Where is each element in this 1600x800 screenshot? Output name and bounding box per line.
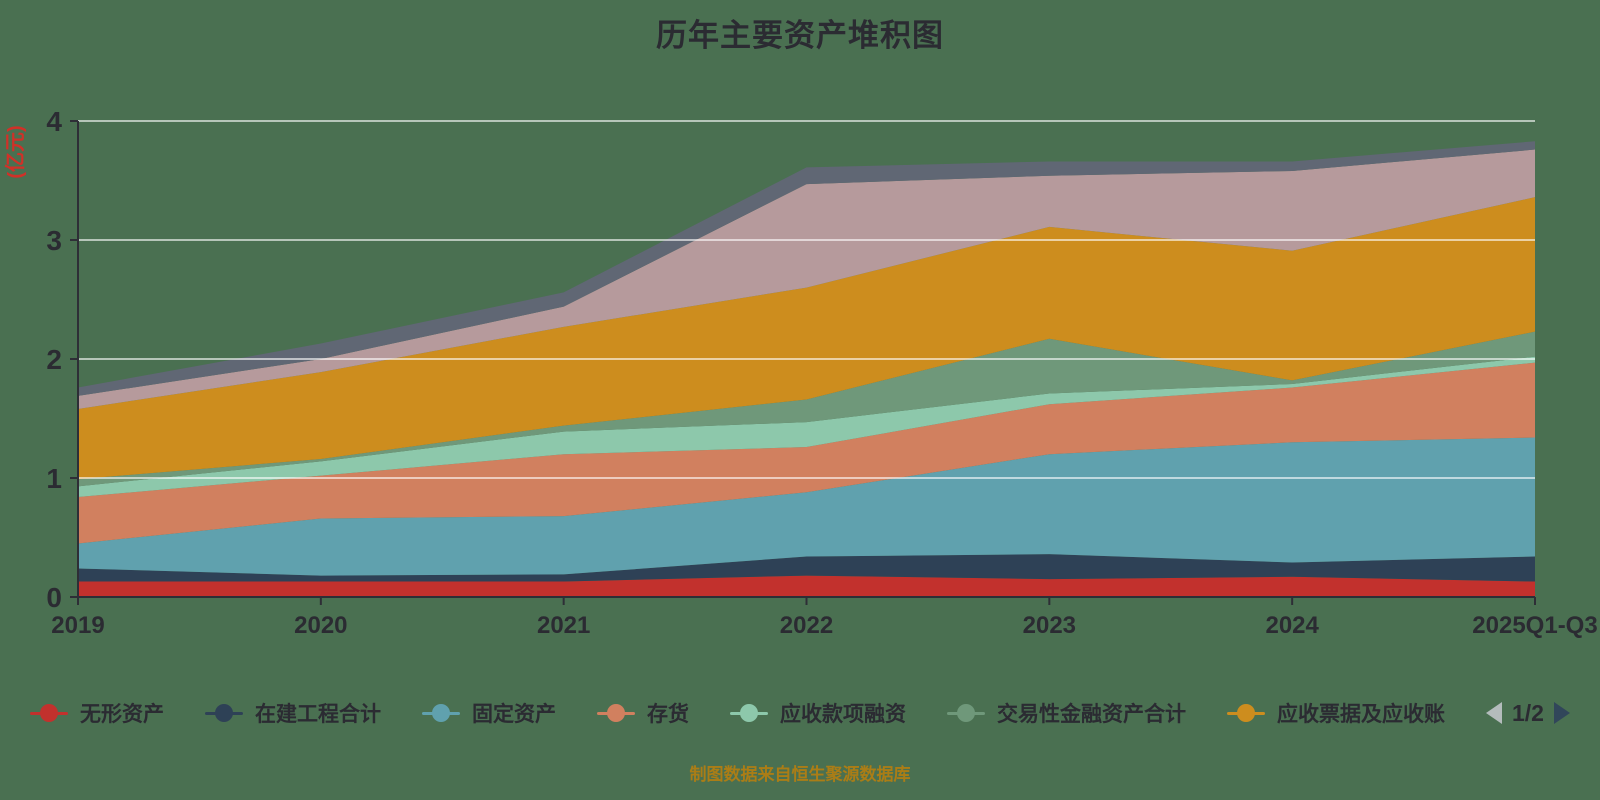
legend-marker-icon [597,703,635,723]
legend-label: 在建工程合计 [255,703,381,726]
legend-label: 应收款项融资 [780,703,906,726]
data-source-note: 制图数据来自恒生聚源数据库 [689,765,911,784]
legend-item-4[interactable]: 应收款项融资 [730,698,906,728]
legend-marker-icon [205,703,243,723]
x-tick-label-2023: 2023 [1023,612,1076,639]
legend-label: 存货 [647,703,689,726]
x-tick-label-2019: 2019 [51,612,104,639]
legend-item-6[interactable]: 应收票据及应收账 [1227,698,1445,728]
area-series-5 [78,331,1535,487]
x-tick-label-2021: 2021 [537,612,590,639]
legend-label: 固定资产 [472,703,556,726]
chart-title: 历年主要资产堆积图 [656,18,944,53]
legend-label: 无形资产 [80,703,164,726]
legend-next-icon[interactable] [1553,702,1570,724]
legend-label: 交易性金融资产合计 [997,703,1186,726]
legend-marker-icon [30,703,68,723]
legend-marker-icon [947,703,985,723]
legend-item-2[interactable]: 固定资产 [422,698,556,728]
stacked-area-chart[interactable]: 0 1 2 3 4 2019 2020 2021 2022 2023 2024 2025Q1-Q3 (亿… [0,0,1600,660]
area-series-1 [78,554,1535,582]
legend-pager: 1/2 [1486,700,1570,727]
y-tick-label-2: 2 [46,344,62,375]
legend-item-0[interactable]: 无形资产 [30,698,164,728]
area-series-4 [78,356,1535,498]
y-tick-label-1: 1 [46,463,62,494]
y-tick-label-3: 3 [46,225,62,256]
legend-label: 应收票据及应收账 [1277,703,1445,726]
legend-item-5[interactable]: 交易性金融资产合计 [947,698,1186,728]
y-axis-name: (亿元) [3,125,27,178]
legend-item-3[interactable]: 存货 [597,698,689,728]
area-series-7 [78,149,1535,409]
legend-page-indicator: 1/2 [1512,699,1544,726]
area-series-3 [78,362,1535,544]
legend-prev-icon[interactable] [1486,702,1502,724]
area-series-8 [78,141,1535,396]
y-tick-label-4: 4 [46,106,62,137]
legend: 无形资产 在建工程合计 固定资产 存货 应收款项融资 交易性金融资产合计 应收票据及应收账 … [0,698,1600,728]
x-tick-label-2024: 2024 [1265,612,1319,639]
area-series-0 [78,575,1535,597]
x-tick-label-2022: 2022 [780,612,833,639]
legend-item-1[interactable]: 在建工程合计 [205,698,381,728]
x-tick-label-2020: 2020 [294,612,347,639]
legend-marker-icon [730,703,768,723]
area-series-6 [78,197,1535,480]
legend-marker-icon [422,703,460,723]
legend-marker-icon [1227,703,1265,723]
x-tick-label-2025Q1-Q3: 2025Q1-Q3 [1472,612,1597,639]
y-tick-label-0: 0 [46,582,62,613]
area-series-2 [78,437,1535,576]
